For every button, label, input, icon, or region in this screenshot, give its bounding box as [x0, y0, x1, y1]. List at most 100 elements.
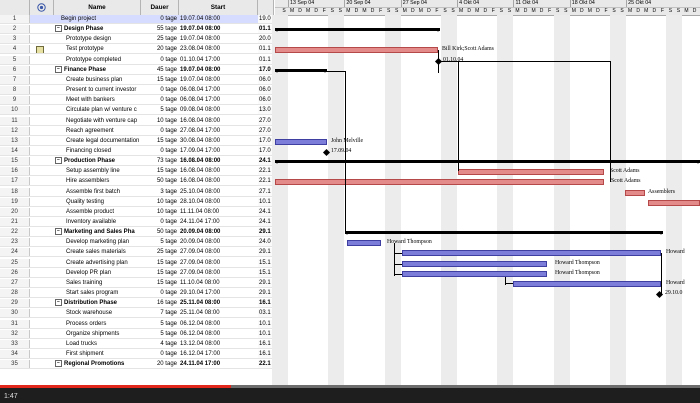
task-name-cell[interactable]: − Distribution Phase: [54, 299, 141, 307]
row-number[interactable]: 24: [0, 248, 30, 257]
task-row[interactable]: 24 Create sales materials 25 tage 27.09.04 …: [0, 248, 274, 258]
duration-cell[interactable]: 5 tage: [160, 330, 177, 337]
finish-cell[interactable]: 22.1: [258, 167, 274, 176]
start-cell[interactable]: 27.09.04 08:00: [180, 249, 221, 256]
duration-cell[interactable]: 15 tage: [156, 76, 177, 83]
start-cell[interactable]: 11.10.04 08:00: [180, 279, 220, 286]
task-row[interactable]: 32 Organize shipments 5 tage 06.12.04 08:00…: [0, 329, 274, 339]
duration-cell[interactable]: 0 tage: [160, 87, 177, 94]
row-number[interactable]: 6: [0, 65, 30, 74]
task-name-cell[interactable]: Setup assembly line: [54, 167, 141, 175]
duration-cell[interactable]: 25 tage: [156, 36, 177, 43]
row-number[interactable]: 32: [0, 329, 30, 338]
task-row[interactable]: 33 Load trucks 4 tage 13.12.04 08:00 16.1: [0, 339, 274, 349]
start-cell[interactable]: 16.08.04 08:00: [180, 168, 221, 175]
summary-bar[interactable]: [345, 231, 663, 236]
row-number[interactable]: 5: [0, 55, 30, 64]
start-cell[interactable]: 11.11.04 08:00: [180, 208, 220, 215]
row-number[interactable]: 22: [0, 228, 30, 237]
row-number[interactable]: 26: [0, 268, 30, 277]
finish-cell[interactable]: 13.0: [258, 106, 274, 115]
task-name-cell[interactable]: First shipment: [54, 350, 141, 358]
start-cell[interactable]: 06.12.04 08:00: [180, 320, 221, 327]
summary-task-row[interactable]: 2 − Design Phase 55 tage 19.07.04 08:00 01.1: [0, 25, 274, 35]
finish-cell[interactable]: 03.1: [258, 309, 274, 318]
duration-cell[interactable]: 7 tage: [160, 310, 177, 317]
task-bar[interactable]: [513, 280, 661, 287]
start-cell[interactable]: 25.11.04 08:00: [180, 310, 220, 317]
duration-cell[interactable]: 0 tage: [160, 56, 177, 63]
duration-cell[interactable]: 50 tage: [156, 229, 177, 236]
row-number[interactable]: 18: [0, 187, 30, 196]
task-name-cell[interactable]: Develop marketing plan: [54, 238, 141, 246]
duration-cell[interactable]: 10 tage: [156, 208, 177, 215]
finish-cell[interactable]: 27.1: [258, 187, 274, 196]
collapse-icon[interactable]: −: [55, 228, 62, 236]
duration-cell[interactable]: 0 tage: [160, 16, 177, 22]
collapse-icon[interactable]: −: [55, 299, 62, 307]
row-number[interactable]: 16: [0, 167, 30, 176]
row-number[interactable]: 3: [0, 35, 30, 44]
task-name-cell[interactable]: − Regional Promotions: [54, 360, 141, 368]
task-name-cell[interactable]: Hire assemblers: [54, 177, 141, 185]
task-name-cell[interactable]: Begin project: [54, 15, 141, 23]
row-number[interactable]: 29: [0, 299, 30, 308]
header-start[interactable]: Start: [179, 0, 258, 15]
finish-cell[interactable]: 27.0: [258, 126, 274, 135]
duration-cell[interactable]: 5 tage: [160, 107, 177, 114]
row-number[interactable]: 27: [0, 278, 30, 287]
start-cell[interactable]: 06.08.04 17:00: [180, 97, 221, 104]
task-row[interactable]: 4 Test prototype 20 tage 23.08.04 08:00 01.1: [0, 45, 274, 55]
task-name-cell[interactable]: Create sales materials: [54, 248, 141, 256]
header-row-number[interactable]: [0, 0, 30, 15]
summary-task-row[interactable]: 29 − Distribution Phase 16 tage 25.11.04 08:…: [0, 299, 274, 309]
task-row[interactable]: 26 Develop PR plan 15 tage 27.09.04 08:00 15…: [0, 268, 274, 278]
task-row[interactable]: 12 Reach agreement 0 tage 27.08.04 17:00 27.…: [0, 126, 274, 136]
finish-cell[interactable]: 06.0: [258, 96, 274, 105]
duration-cell[interactable]: 10 tage: [156, 117, 177, 124]
start-cell[interactable]: 27.09.04 08:00: [180, 269, 221, 276]
header-duration[interactable]: Dauer: [141, 0, 179, 15]
finish-cell[interactable]: 22.1: [258, 360, 274, 369]
task-bar[interactable]: [275, 138, 327, 145]
finish-cell[interactable]: 24.1: [258, 207, 274, 216]
start-cell[interactable]: 01.10.04 17:00: [180, 56, 221, 63]
summary-task-row[interactable]: 22 − Marketing and Sales Pha 50 tage 20.09.0…: [0, 228, 274, 238]
task-row[interactable]: 16 Setup assembly line 15 tage 16.08.04 08:…: [0, 167, 274, 177]
task-row[interactable]: 13 Create legal documentation 15 tage 30.08…: [0, 136, 274, 146]
row-number[interactable]: 20: [0, 207, 30, 216]
collapse-icon[interactable]: −: [55, 157, 62, 165]
start-cell[interactable]: 19.07.04 08:00: [180, 76, 221, 83]
duration-cell[interactable]: 16 tage: [156, 300, 177, 307]
finish-cell[interactable]: 16.1: [258, 349, 274, 358]
task-bar[interactable]: [402, 250, 661, 257]
finish-cell[interactable]: 20.0: [258, 35, 274, 44]
task-row[interactable]: 5 Prototype completed 0 tage 01.10.04 17:00…: [0, 55, 274, 65]
finish-cell[interactable]: 10.1: [258, 329, 274, 338]
task-name-cell[interactable]: Develop PR plan: [54, 269, 141, 277]
finish-cell[interactable]: 19.0: [258, 15, 274, 24]
duration-cell[interactable]: 10 tage: [156, 198, 177, 205]
task-name-cell[interactable]: − Design Phase: [54, 25, 141, 33]
start-cell[interactable]: 24.11.04 17:00: [180, 219, 220, 225]
row-number[interactable]: 33: [0, 339, 30, 348]
duration-cell[interactable]: 73 tage: [156, 158, 177, 165]
finish-cell[interactable]: 29.1: [258, 289, 274, 298]
task-name-cell[interactable]: Create legal documentation: [54, 137, 141, 145]
collapse-icon[interactable]: −: [55, 65, 62, 73]
duration-cell[interactable]: 0 tage: [160, 290, 177, 297]
task-name-cell[interactable]: Load trucks: [54, 340, 141, 348]
row-number[interactable]: 7: [0, 75, 30, 84]
summary-task-row[interactable]: 15 − Production Phase 73 tage 16.08.04 08:00…: [0, 157, 274, 167]
task-row[interactable]: 7 Create business plan 15 tage 19.07.04 08:…: [0, 75, 274, 85]
start-cell[interactable]: 20.09.04 08:00: [180, 229, 221, 236]
start-cell[interactable]: 27.09.04 08:00: [180, 259, 221, 266]
start-cell[interactable]: 06.12.04 08:00: [180, 330, 221, 337]
task-name-cell[interactable]: Prototype design: [54, 35, 141, 43]
row-number[interactable]: 14: [0, 146, 30, 155]
note-icon[interactable]: [36, 46, 44, 54]
row-number[interactable]: 19: [0, 197, 30, 206]
task-row[interactable]: 23 Develop marketing plan 5 tage 20.09.04 0…: [0, 238, 274, 248]
row-number[interactable]: 28: [0, 289, 30, 298]
finish-cell[interactable]: 01.1: [258, 45, 274, 54]
